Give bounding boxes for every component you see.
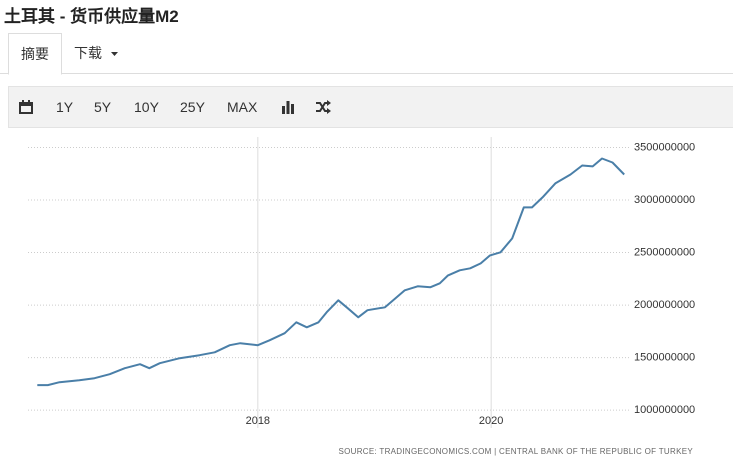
y-tick-label: 2500000000 [634,246,695,258]
tab[interactable]: 下载 [74,33,120,73]
chart: SOURCE: TRADINGECONOMICS.COM | CENTRAL B… [28,137,695,456]
range-button[interactable]: 10Y [134,99,159,115]
tab[interactable]: 摘要 [8,33,62,75]
caret-icon [110,52,118,56]
y-tick-label: 3500000000 [634,141,695,153]
y-tick-label: 3000000000 [634,194,695,206]
x-tick-label: 2018 [246,415,270,427]
toolbar: 1Y 5Y 10Y 25Y MAX [8,86,733,128]
data-line [37,157,625,387]
y-tick-label: 2000000000 [634,299,695,311]
range-button[interactable]: 5Y [94,99,112,115]
range-button[interactable]: 1Y [56,99,74,115]
page-title: 土耳其 - 货币供应量M2 [4,7,179,26]
range-button[interactable]: 25Y [180,99,205,115]
y-tick-label: 1000000000 [634,404,695,416]
range-button[interactable]: MAX [227,99,258,115]
bar-chart-icon[interactable] [281,100,295,114]
x-tick-label: 2020 [479,415,503,427]
calendar-icon[interactable] [19,100,33,114]
tab-bar: 摘要 下载 [0,33,733,75]
shuffle-icon[interactable] [315,100,331,114]
y-tick-label: 1500000000 [634,352,695,364]
source-note: SOURCE: TRADINGECONOMICS.COM | CENTRAL B… [338,447,693,456]
tab-label[interactable]: 下载 [74,45,102,61]
